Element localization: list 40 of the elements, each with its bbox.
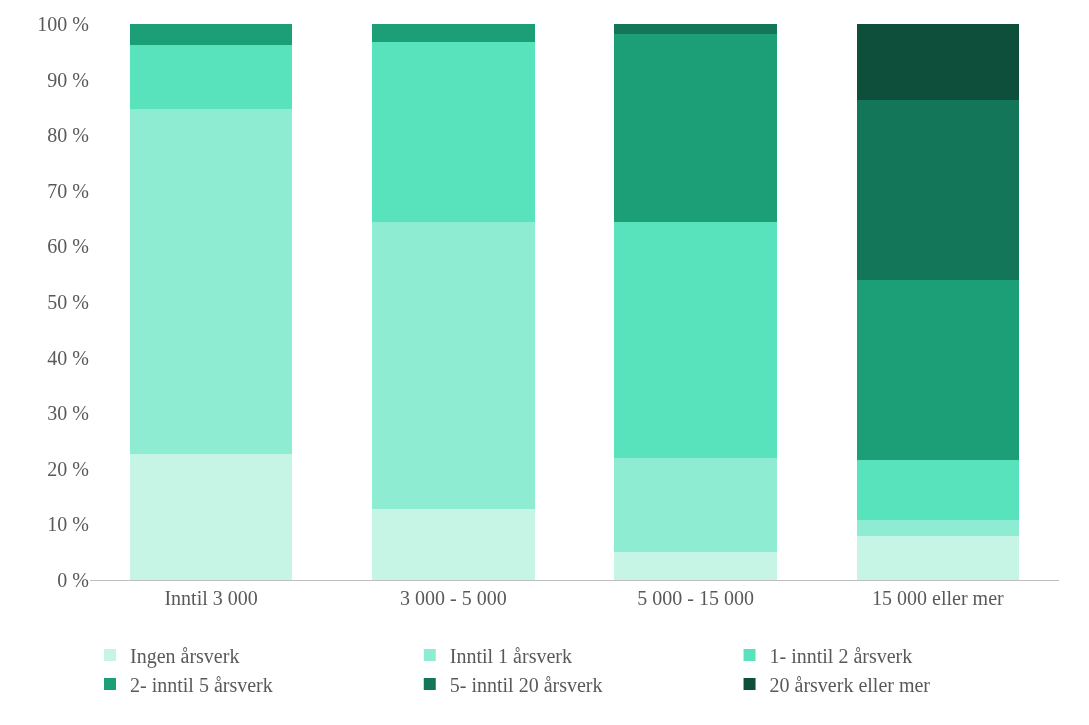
bar <box>129 45 293 110</box>
bar <box>856 279 1020 460</box>
bar <box>614 458 777 553</box>
x-tick-label: Inntil 3 000 <box>164 587 258 609</box>
y-tick-label: 70 % <box>47 179 89 202</box>
y-tick-label: 60 % <box>47 235 89 258</box>
y-tick-label: 90 % <box>47 68 89 91</box>
bar <box>856 536 1020 580</box>
y-tick-label: 40 % <box>47 346 89 369</box>
x-tick-label: 5 000 - 15 000 <box>637 587 754 609</box>
bar <box>372 221 535 509</box>
bar <box>614 221 777 459</box>
bar <box>614 34 777 222</box>
bar <box>856 100 1020 280</box>
legend-label: 5- inntil 20 årsverk <box>449 673 603 696</box>
y-tick-label: 0 % <box>57 569 89 591</box>
x-tick-label: 15 000 eller mer <box>872 587 1005 609</box>
bar <box>372 508 535 580</box>
bar <box>372 41 535 222</box>
bar <box>129 109 293 454</box>
y-tick-label: 20 % <box>47 457 89 480</box>
bar <box>129 453 293 580</box>
bar <box>856 459 1020 520</box>
x-tick-label: 3 000 - 5 000 <box>400 587 507 609</box>
bar <box>614 24 777 35</box>
bar <box>614 552 777 580</box>
bar <box>856 519 1020 537</box>
y-tick-label: 30 % <box>47 402 89 425</box>
bar <box>856 24 1020 101</box>
legend-label: 2- inntil 5 årsverk <box>130 673 273 696</box>
bar <box>372 24 535 42</box>
y-tick-label: 10 % <box>47 513 89 536</box>
legend-label: Ingen årsverk <box>130 644 240 668</box>
bar <box>129 24 293 46</box>
legend-label: 20 årsverk eller mer <box>769 673 931 696</box>
y-tick-label: 50 % <box>47 291 89 313</box>
legend-label: 1- inntil 2 årsverk <box>769 644 913 667</box>
y-tick-label: 80 % <box>47 124 89 147</box>
legend-label: Inntil 1 årsverk <box>449 644 572 667</box>
y-tick-label: 100 % <box>37 13 89 35</box>
